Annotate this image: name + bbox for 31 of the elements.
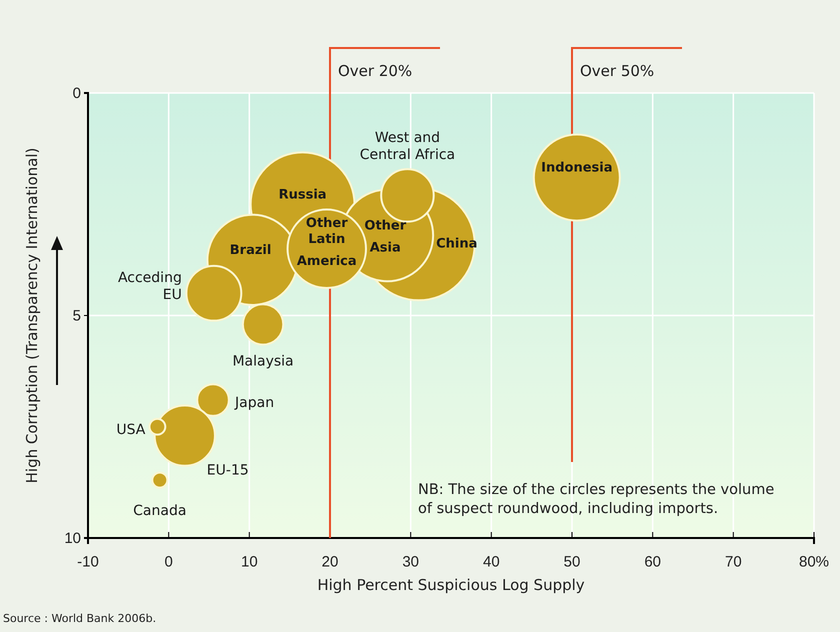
series-label: Indonesia (541, 160, 613, 176)
ref-line-label: Over 50% (580, 62, 654, 80)
series-label: Other Latin America (296, 216, 357, 269)
x-tick-label: 80% (798, 554, 830, 570)
x-tick-label: 0 (164, 554, 173, 570)
y-tick-label: 0 (72, 84, 81, 102)
x-tick-label: 40 (482, 554, 500, 570)
series-label: Other Asia (364, 218, 407, 256)
ref-line-label: Over 20% (338, 62, 412, 80)
y-tick-label: 5 (72, 307, 81, 324)
series-label: Canada (133, 503, 186, 520)
y-axis-title: High Corruption (Transparency International) (23, 148, 41, 484)
x-tick-label: 30 (402, 554, 420, 570)
x-tick-label: 10 (240, 554, 258, 570)
series-label: EU-15 (206, 462, 249, 479)
series-label: West and Central Africa (360, 130, 456, 163)
x-tick-label: 60 (644, 554, 662, 570)
x-tick-label: -10 (77, 554, 99, 570)
series-label: Acceding EU (118, 270, 182, 303)
series-label: Malaysia (232, 353, 294, 370)
x-tick-label: 70 (724, 554, 742, 570)
x-tick-label: 20 (322, 554, 338, 570)
y-tick-label: 10 (64, 530, 81, 547)
x-tick-label: 50 (564, 554, 580, 570)
source-note: Source : World Bank 2006b. (3, 612, 156, 625)
series-label: Russia (278, 187, 327, 202)
series-label: Japan (234, 395, 274, 412)
x-axis-title: High Percent Suspicious Log Supply (317, 576, 585, 594)
series-label: Brazil (230, 242, 272, 258)
annotation: NB: The size of the circles represents the volume of suspect roundwood, including imports. (418, 482, 774, 517)
series-label: USA (116, 422, 146, 438)
